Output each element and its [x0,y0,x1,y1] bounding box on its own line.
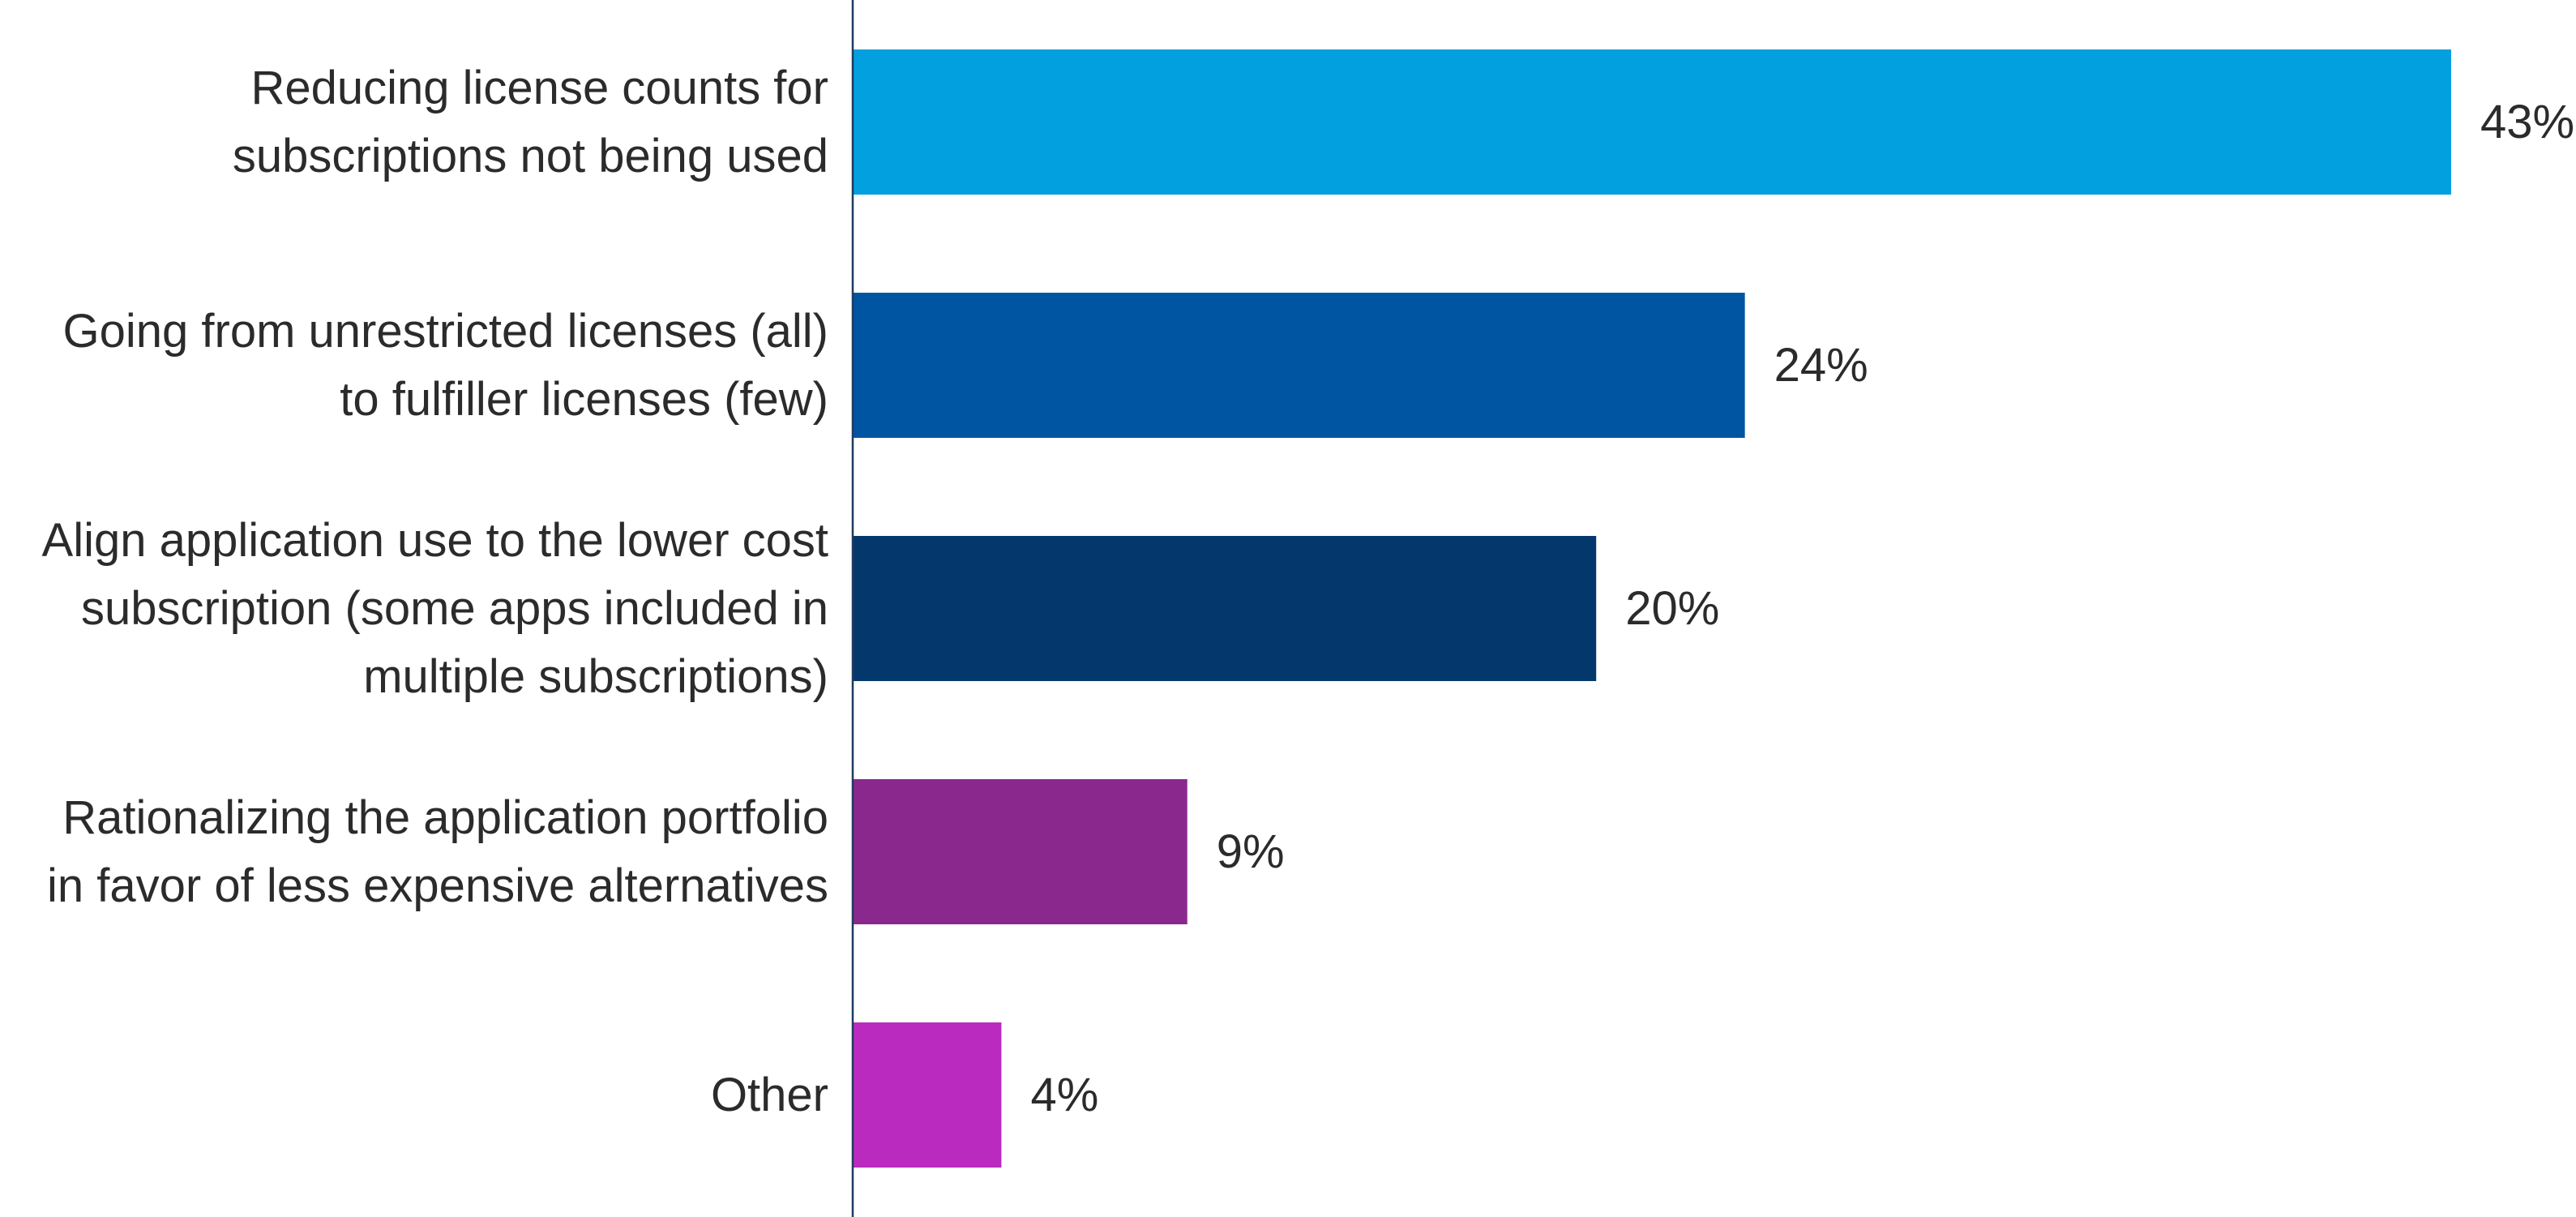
category-label-4-line-0: Other [711,1069,828,1121]
category-label-3-line-1: in favor of less expensive alternatives [47,859,828,912]
category-label-1-line-1: to fulfiller licenses (few) [340,373,828,426]
value-label-0: 43% [2480,96,2574,148]
bar-3 [853,779,1187,924]
bar-0 [853,49,2451,195]
category-label-2-line-2: multiple subscriptions) [363,650,828,703]
bars-layer [853,49,2451,1168]
category-label-2-line-1: subscription (some apps included in [81,582,828,635]
value-label-1: 24% [1774,339,1868,392]
value-label-4: 4% [1030,1069,1098,1121]
value-label-2: 20% [1625,582,1719,635]
bar-1 [853,293,1745,438]
category-label-0-line-0: Reducing license counts for [250,62,828,114]
category-label-1-line-0: Going from unrestricted licenses (all) [63,305,828,358]
category-label-2-line-0: Align application use to the lower cost [42,514,828,567]
category-label-0-line-1: subscriptions not being used [233,130,828,182]
category-labels-layer: Reducing license counts for subscriptions… [42,62,828,1121]
value-label-3: 9% [1217,825,1285,878]
bar-4 [853,1022,1002,1168]
bar-2 [853,536,1597,681]
value-labels-layer: 43% 24% 20% 9% 4% [1030,96,2574,1121]
category-label-3-line-0: Rationalizing the application portfolio [62,791,828,844]
